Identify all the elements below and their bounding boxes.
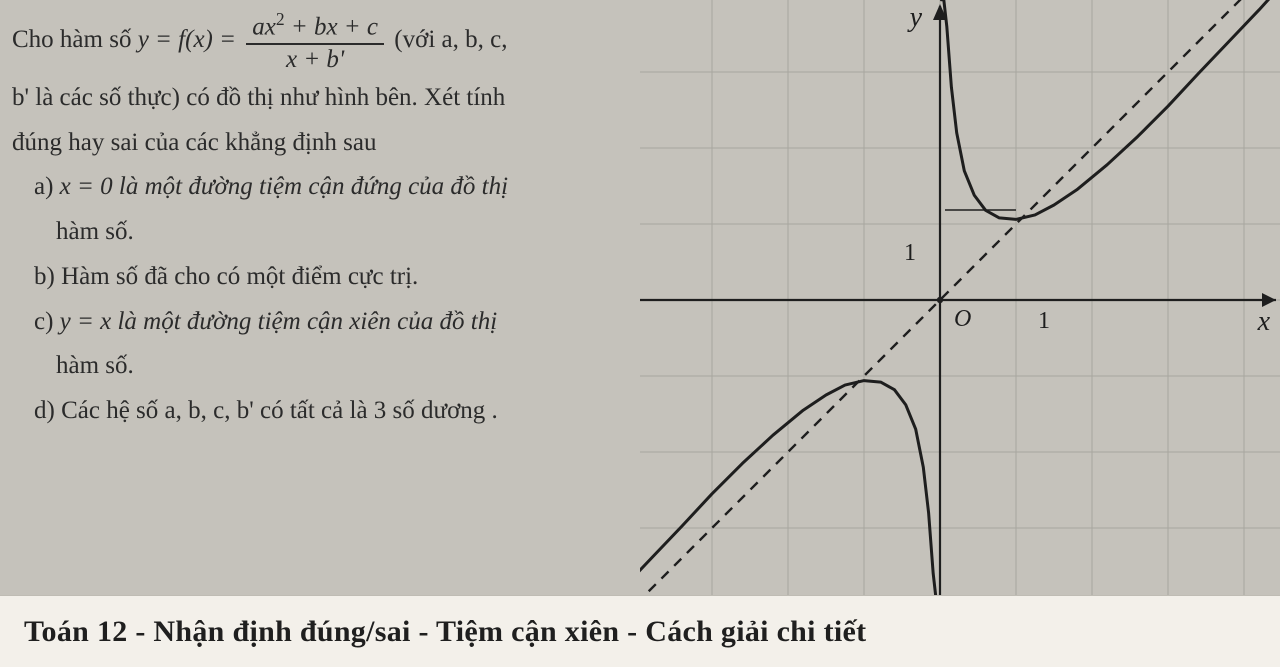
svg-text:1: 1 xyxy=(904,240,916,266)
intro-line-3: đúng hay sai của các khẳng định sau xyxy=(12,124,632,163)
num-part1: ax xyxy=(252,13,276,40)
footer-text: Toán 12 - Nhận định đúng/sai - Tiệm cận … xyxy=(24,615,866,649)
item-a-lead: a) xyxy=(34,173,60,200)
item-d: d) Các hệ số a, b, c, b' có tất cả là 3 … xyxy=(34,392,632,431)
svg-text:x: x xyxy=(1257,306,1271,337)
item-a: a) x = 0 là một đường tiệm cận đứng của … xyxy=(34,168,632,207)
item-d-text: Các hệ số a, b, c, b' có tất cả là 3 số … xyxy=(61,397,498,424)
function-graph: y x O 1 1 xyxy=(640,0,1280,600)
item-b: b) Hàm số đã cho có một điểm cực trị. xyxy=(34,258,632,297)
num-sup: 2 xyxy=(276,9,285,29)
svg-text:1: 1 xyxy=(1038,308,1050,334)
problem-text: Cho hàm số y = f(x) = ax2 + bx + c x + b… xyxy=(0,0,640,600)
svg-text:y: y xyxy=(907,2,923,33)
fraction-denominator: x + b' xyxy=(246,45,384,73)
fraction-numerator: ax2 + bx + c xyxy=(246,10,384,45)
intro-line-2: b' là các số thực) có đồ thị như hình bê… xyxy=(12,79,632,118)
item-c: c) y = x là một đường tiệm cận xiên của … xyxy=(34,303,632,342)
intro-after-frac: (với a, b, c, xyxy=(394,26,507,53)
footer: Toán 12 - Nhận định đúng/sai - Tiệm cận … xyxy=(0,595,1280,667)
item-c-cont: hàm số. xyxy=(56,347,632,386)
item-a-cont: hàm số. xyxy=(56,213,632,252)
intro-line-1: Cho hàm số y = f(x) = ax2 + bx + c x + b… xyxy=(12,10,632,73)
item-c-lead: c) xyxy=(34,308,60,335)
item-b-text: Hàm số đã cho có một điểm cực trị. xyxy=(61,263,418,290)
page: Cho hàm số y = f(x) = ax2 + bx + c x + b… xyxy=(0,0,1280,600)
intro-prefix: Cho hàm số xyxy=(12,26,138,53)
graph-area: y x O 1 1 xyxy=(640,0,1280,600)
item-d-lead: d) xyxy=(34,397,61,424)
item-b-lead: b) xyxy=(34,263,61,290)
eq-left: y = f(x) = xyxy=(138,26,243,53)
svg-text:O: O xyxy=(954,306,971,332)
item-c-text: y = x là một đường tiệm cận xiên của đồ … xyxy=(60,308,498,335)
fraction: ax2 + bx + c x + b' xyxy=(246,10,384,73)
item-a-text: x = 0 là một đường tiệm cận đứng của đồ … xyxy=(60,173,508,200)
num-part2: + bx + c xyxy=(285,13,378,40)
